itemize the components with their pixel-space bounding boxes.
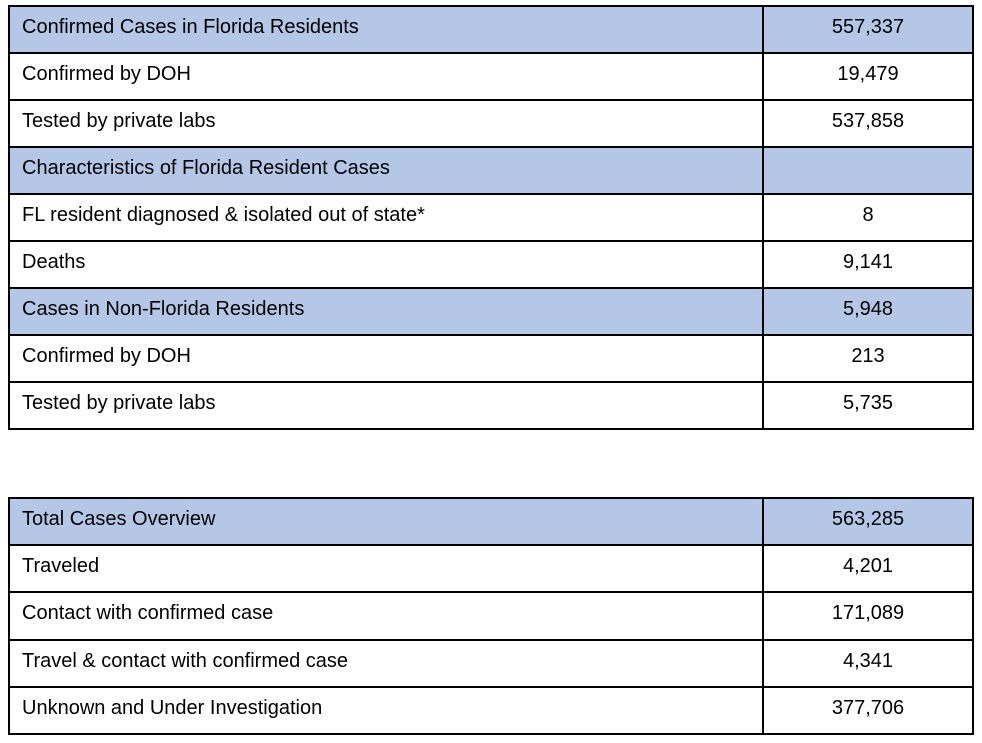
row-label-cell: Travel & contact with confirmed case bbox=[10, 640, 764, 686]
row-value-cell: 9,141 bbox=[842, 251, 894, 273]
row-label-cell: Traveled bbox=[10, 546, 764, 592]
row-value-cell: 537,858 bbox=[831, 110, 905, 132]
table-row: FL resident diagnosed & isolated out of … bbox=[10, 193, 972, 240]
table-row: Tested by private labs 5,735 bbox=[10, 381, 972, 428]
row-value-cell: 557,337 bbox=[831, 16, 905, 38]
row-value-cell: 4,201 bbox=[842, 555, 894, 578]
row-value-cell: 563,285 bbox=[831, 508, 905, 530]
row-label-cell: Unknown and Under Investigation bbox=[10, 687, 764, 734]
row-label-cell: Confirmed by DOH bbox=[10, 336, 764, 381]
row-value-cell: 171,089 bbox=[831, 602, 905, 625]
row-label-cell: Tested by private labs bbox=[10, 383, 764, 428]
table-row: Confirmed by DOH 213 bbox=[10, 334, 972, 381]
table-row: Contact with confirmed case 171,089 bbox=[10, 591, 972, 639]
table-row: Cases in Non-Florida Residents 5,948 bbox=[10, 287, 972, 334]
row-value-cell: 8 bbox=[862, 204, 874, 226]
table-row: Confirmed by DOH 19,479 bbox=[10, 52, 972, 99]
row-value-cell: 19,479 bbox=[837, 63, 899, 85]
florida-resident-cases-table: Confirmed Cases in Florida Residents 557… bbox=[8, 5, 974, 430]
row-value-cell: 5,948 bbox=[842, 298, 894, 320]
total-cases-overview-table: Total Cases Overview 563,285 Traveled 4,… bbox=[8, 497, 974, 735]
row-label-cell: Total Cases Overview bbox=[10, 499, 764, 545]
row-value-cell: 4,341 bbox=[842, 649, 894, 672]
table-row: Confirmed Cases in Florida Residents 557… bbox=[10, 7, 972, 52]
table-row: Total Cases Overview 563,285 bbox=[10, 499, 972, 545]
row-label-cell: Characteristics of Florida Resident Case… bbox=[10, 148, 764, 193]
row-value-cell: 213 bbox=[851, 345, 885, 367]
table-row: Deaths 9,141 bbox=[10, 240, 972, 287]
row-label-cell: Confirmed by DOH bbox=[10, 54, 764, 99]
table-row: Unknown and Under Investigation 377,706 bbox=[10, 685, 972, 734]
row-value-cell: 5,735 bbox=[842, 392, 894, 414]
row-label-cell: Contact with confirmed case bbox=[10, 593, 764, 639]
row-value-cell bbox=[764, 148, 972, 193]
row-label-cell: Confirmed Cases in Florida Residents bbox=[10, 7, 764, 52]
table-row: Tested by private labs 537,858 bbox=[10, 99, 972, 146]
table-row: Traveled 4,201 bbox=[10, 544, 972, 592]
table-row: Characteristics of Florida Resident Case… bbox=[10, 146, 972, 193]
row-label-cell: Tested by private labs bbox=[10, 101, 764, 146]
row-label-cell: Cases in Non-Florida Residents bbox=[10, 289, 764, 334]
row-value-cell: 377,706 bbox=[831, 696, 905, 719]
table-row: Travel & contact with confirmed case 4,3… bbox=[10, 638, 972, 686]
row-label-cell: Deaths bbox=[10, 242, 764, 287]
row-label-cell: FL resident diagnosed & isolated out of … bbox=[10, 195, 764, 240]
